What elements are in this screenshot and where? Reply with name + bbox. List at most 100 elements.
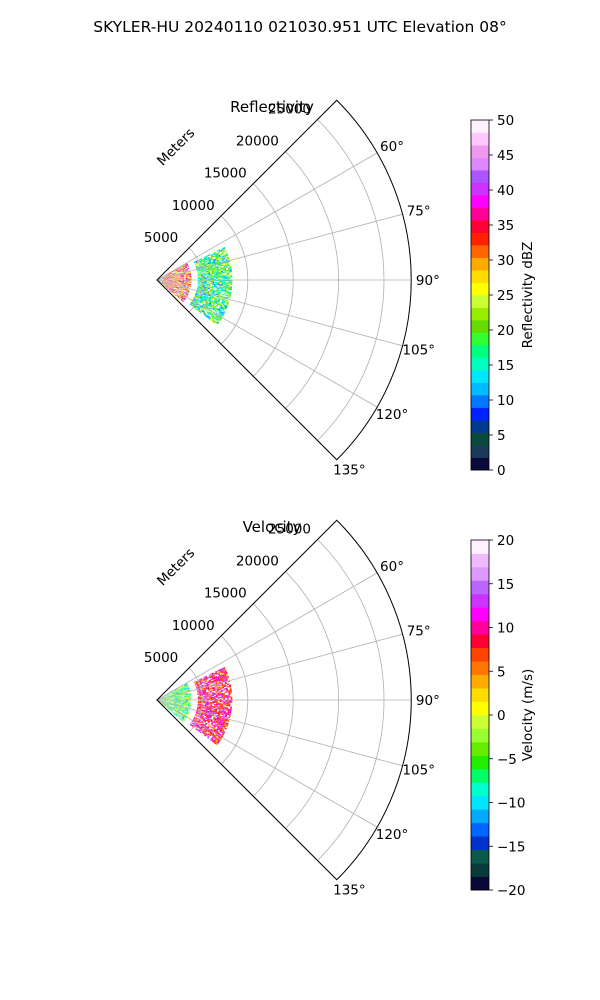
echo-cell bbox=[170, 704, 173, 706]
echo-cell bbox=[172, 704, 175, 706]
echo-cell bbox=[216, 728, 219, 730]
echo-cell bbox=[204, 693, 207, 695]
echo-cell bbox=[166, 704, 169, 706]
echo-cell bbox=[182, 275, 184, 276]
echo-cell bbox=[220, 707, 223, 710]
echo-cell bbox=[228, 277, 231, 279]
echo-cell bbox=[215, 737, 218, 740]
echo-cell bbox=[206, 287, 209, 289]
echo-cell bbox=[182, 289, 185, 291]
colorbar-tick-label: −5 bbox=[497, 752, 517, 768]
echo-cell bbox=[221, 277, 224, 279]
echo-cell bbox=[197, 285, 200, 286]
echo-cell bbox=[165, 282, 168, 284]
echo-cell bbox=[182, 296, 185, 298]
echo-cell bbox=[165, 697, 168, 699]
echo-cell bbox=[218, 315, 221, 318]
echo-cell bbox=[203, 681, 206, 683]
echo-cell bbox=[221, 252, 224, 254]
echo-cell bbox=[165, 697, 168, 699]
echo-cell bbox=[163, 282, 166, 283]
echo-cell bbox=[199, 259, 201, 262]
echo-cell bbox=[197, 696, 200, 698]
echo-cell bbox=[213, 729, 217, 732]
echo-cell bbox=[203, 282, 206, 284]
echo-cell bbox=[224, 304, 227, 307]
echo-cell bbox=[205, 262, 208, 264]
echo-cell bbox=[162, 702, 164, 703]
echo-cell bbox=[185, 696, 188, 697]
echo-cell bbox=[215, 708, 218, 710]
echo-cell bbox=[218, 723, 221, 726]
echo-cell bbox=[227, 291, 230, 293]
echo-cell bbox=[224, 267, 227, 270]
echo-cell bbox=[207, 730, 210, 733]
echo-cell bbox=[225, 294, 228, 297]
echo-cell bbox=[211, 272, 214, 274]
echo-cell bbox=[216, 297, 219, 299]
echo-cell bbox=[198, 300, 201, 302]
echo-cell bbox=[227, 720, 230, 722]
colorbar-segment bbox=[471, 445, 489, 458]
echo-cell bbox=[170, 708, 173, 710]
echo-cell bbox=[204, 294, 207, 296]
echo-cell bbox=[183, 693, 186, 694]
echo-cell bbox=[202, 311, 205, 313]
echo-cell bbox=[216, 259, 219, 261]
echo-cell bbox=[222, 250, 225, 252]
echo-cell bbox=[216, 289, 219, 291]
echo-cell bbox=[165, 702, 168, 704]
echo-cell bbox=[176, 293, 178, 295]
echo-cell bbox=[180, 269, 183, 271]
echo-cell bbox=[218, 710, 221, 713]
echo-cell bbox=[167, 704, 169, 705]
echo-cell bbox=[169, 278, 172, 279]
echo-cell bbox=[229, 689, 232, 691]
echo-cell bbox=[217, 301, 220, 303]
echo-cell bbox=[223, 305, 226, 308]
echo-cell bbox=[199, 284, 202, 286]
echo-cell bbox=[203, 682, 206, 684]
echo-cell bbox=[179, 268, 182, 270]
echo-cell bbox=[219, 286, 222, 288]
echo-cell bbox=[182, 697, 185, 698]
echo-cell bbox=[198, 288, 201, 290]
echo-cell bbox=[199, 311, 202, 314]
echo-cell bbox=[182, 276, 185, 278]
echo-cell bbox=[221, 721, 224, 723]
echo-cell bbox=[222, 674, 225, 677]
echo-cell bbox=[213, 717, 216, 719]
echo-cell bbox=[187, 273, 190, 275]
echo-cell bbox=[205, 296, 208, 299]
echo-cell bbox=[162, 284, 165, 286]
echo-cell bbox=[171, 697, 174, 698]
echo-cell bbox=[171, 287, 174, 289]
echo-cell bbox=[176, 284, 179, 286]
echo-cell bbox=[169, 290, 172, 292]
echo-cell bbox=[178, 269, 181, 271]
echo-cell bbox=[187, 291, 190, 293]
echo-cell bbox=[204, 683, 207, 685]
echo-cell bbox=[184, 699, 187, 700]
colorbar-segment bbox=[471, 566, 489, 581]
echo-cell bbox=[173, 701, 176, 703]
echo-cell bbox=[186, 290, 188, 292]
echo-cell bbox=[203, 702, 206, 704]
echo-cell bbox=[226, 707, 229, 709]
echo-cell bbox=[171, 696, 173, 697]
echo-cell bbox=[175, 707, 178, 709]
echo-cell bbox=[203, 278, 206, 280]
panel-title: Reflectivity bbox=[230, 98, 314, 116]
echo-cell bbox=[195, 305, 198, 307]
echo-cell bbox=[196, 295, 199, 297]
echo-cell bbox=[197, 265, 200, 267]
echo-cell bbox=[225, 696, 227, 698]
echo-cell bbox=[180, 690, 183, 692]
echo-cell bbox=[208, 734, 212, 737]
echo-cell bbox=[183, 273, 186, 275]
echo-cell bbox=[182, 269, 185, 271]
echo-cell bbox=[166, 284, 169, 286]
echo-cell bbox=[182, 278, 185, 280]
echo-cell bbox=[197, 278, 200, 280]
echo-cell bbox=[170, 705, 172, 707]
